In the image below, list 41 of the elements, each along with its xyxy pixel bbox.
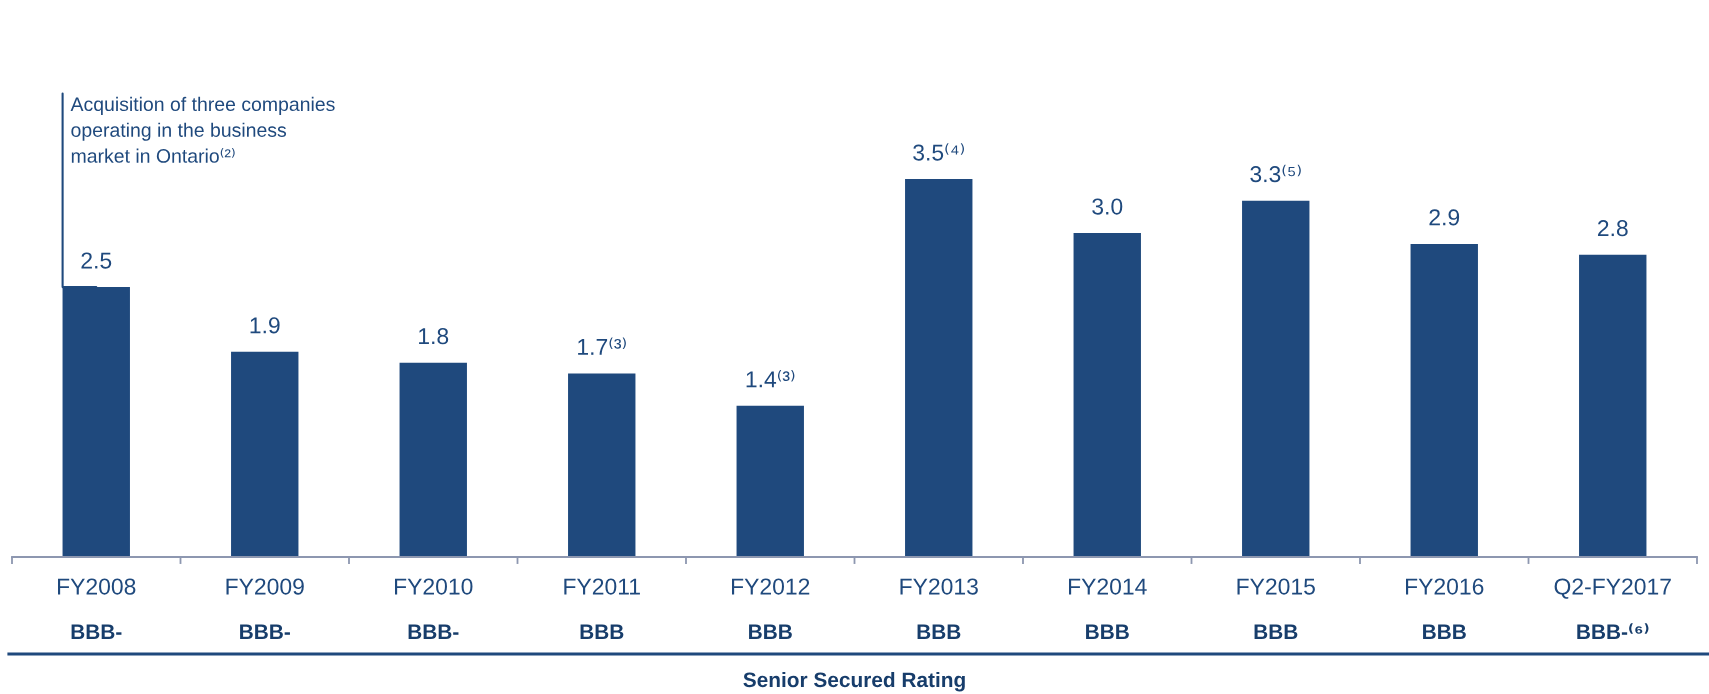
text: BBB <box>1423 624 1466 639</box>
text: BBB- <box>71 624 122 639</box>
annotation: Acquisition of three companies operating in the business market in Ontario⁽²⁾ <box>70 96 335 163</box>
bar <box>1242 200 1310 557</box>
data-label: 2.9 <box>1429 209 1460 226</box>
text: BBB <box>1254 624 1298 639</box>
x-tick-label: Q2-FY2017 <box>1554 578 1671 599</box>
data-label: 1.7⁽³⁾ <box>578 337 626 355</box>
x-tick-label: FY2010 <box>395 578 473 595</box>
x-tick-label: FY2008 <box>58 578 136 595</box>
text: BBB-⁽⁶⁾ <box>1577 623 1649 639</box>
bar <box>399 362 467 557</box>
data-label: 3.3⁽⁵⁾ <box>1250 164 1301 183</box>
data-label: 1.4⁽³⁾ <box>746 369 795 388</box>
text: BBB- <box>408 624 459 639</box>
x-tick-label: FY2016 <box>1406 578 1484 595</box>
text: BBB- <box>240 624 290 639</box>
text: BBB <box>1086 624 1129 639</box>
bar <box>568 373 636 557</box>
bar <box>1579 254 1647 557</box>
data-label: 3.0 <box>1092 198 1123 215</box>
x-tick-label: FY2012 <box>732 578 810 595</box>
text: BBB <box>580 624 624 639</box>
x-tick-label: FY2009 <box>226 578 304 595</box>
text: BBB <box>749 624 792 639</box>
data-label: 2.5 <box>81 252 112 269</box>
x-tick-label: FY2014 <box>1069 578 1147 595</box>
text: Senior Secured Rating <box>743 671 965 692</box>
bar <box>905 179 973 557</box>
text: BBB <box>917 624 961 639</box>
x-tick-label: FY2015 <box>1237 578 1315 595</box>
bar <box>1410 243 1478 557</box>
data-label: 3.5⁽⁴⁾ <box>913 143 964 161</box>
bar <box>231 351 299 557</box>
data-label: 1.8 <box>419 328 449 345</box>
bar <box>736 405 804 557</box>
bar <box>1073 233 1141 557</box>
data-label: 1.9 <box>250 317 280 334</box>
x-tick-label: FY2013 <box>900 578 978 595</box>
data-label: 2.8 <box>1597 220 1628 237</box>
x-tick-label: FY2011 <box>564 578 640 595</box>
